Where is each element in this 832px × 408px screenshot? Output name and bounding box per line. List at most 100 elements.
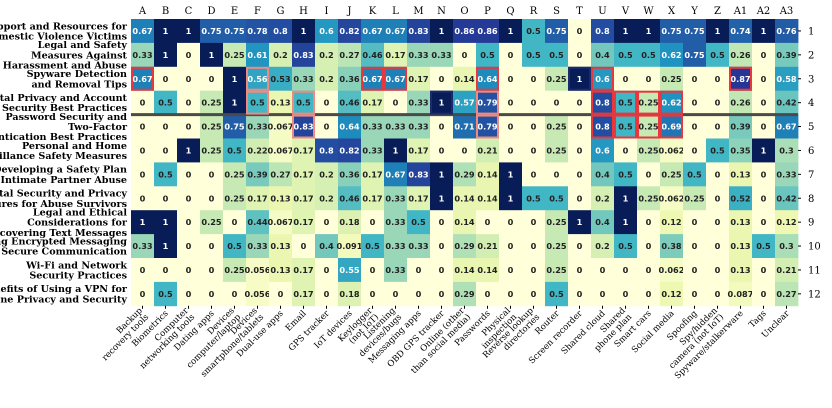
cell-value-label: 1	[393, 145, 399, 155]
heatmap-cell	[706, 66, 730, 92]
row-number: 8	[808, 194, 814, 205]
cell-value-label: 0.6	[595, 74, 610, 84]
heatmap-cell	[407, 19, 431, 44]
heatmap-cell	[246, 210, 270, 235]
cell-value-label: 1	[761, 145, 767, 155]
row-label-line: Spyware Detection	[27, 69, 127, 80]
cell-value-label: 0.17	[408, 193, 429, 203]
heatmap-cell	[269, 90, 293, 115]
heatmap-cell	[591, 281, 615, 307]
cell-value-label: 0.25	[546, 217, 567, 227]
heatmap-cell	[660, 42, 684, 68]
cell-value-label: 0.25	[546, 122, 567, 132]
cell-value-label: 0	[324, 265, 330, 275]
heatmap-cell	[614, 114, 638, 139]
heatmap-cell	[683, 66, 707, 92]
cell-value-label: 0	[577, 26, 583, 36]
cell-value-label: 0	[531, 74, 537, 84]
cell-value-label: 0.25	[546, 145, 567, 155]
heatmap-cell	[499, 90, 523, 115]
heatmap-cell	[637, 281, 661, 307]
cell-value-label: 0.13	[730, 169, 751, 179]
cell-value-label: 0.17	[293, 169, 314, 179]
cell-value-label: 0.5	[618, 169, 633, 179]
cell-value-label: 0.5	[526, 193, 541, 203]
cell-value-label: 0.33	[408, 241, 429, 251]
cell-value-label: 0.8	[595, 122, 610, 132]
cell-value-label: 0	[324, 98, 330, 108]
heatmap-cell	[752, 66, 776, 92]
cell-value-label: 0	[209, 169, 215, 179]
cell-value-label: 1	[623, 26, 629, 36]
heatmap-cell	[775, 90, 799, 115]
heatmap-cell	[407, 42, 431, 68]
row-label-line: Domestic Violence Victims	[0, 31, 127, 42]
cell-value-label: 0.5	[411, 217, 426, 227]
heatmap-cell	[177, 258, 201, 283]
heatmap-cell	[269, 138, 293, 163]
cell-value-label: 0	[761, 289, 767, 299]
cell-value-label: 0.8	[595, 26, 610, 36]
heatmap-cell	[729, 186, 753, 211]
heatmap-cell	[246, 281, 270, 307]
cell-value-label: 0.33	[362, 145, 383, 155]
heatmap-cell	[177, 90, 201, 115]
row-label-line: Considerations for	[27, 218, 128, 229]
cell-value-label: 0.33	[385, 193, 406, 203]
heatmap-cell	[660, 66, 684, 92]
heatmap-cell	[775, 234, 799, 259]
cell-value-label: 0	[761, 122, 767, 132]
heatmap-cell	[131, 258, 155, 283]
row-number: 7	[808, 170, 814, 181]
row-number: 5	[808, 122, 814, 133]
cell-value-label: 0	[531, 145, 537, 155]
heatmap-cell	[499, 210, 523, 235]
row-label-line: Apps for Secure Communication	[0, 247, 127, 258]
row-number: 11	[808, 265, 821, 276]
cell-value-label: 0.33	[385, 241, 406, 251]
cell-value-label: 0	[485, 289, 491, 299]
cell-value-label: 0.5	[526, 26, 541, 36]
cell-value-label: 0	[715, 217, 721, 227]
heatmap-cell	[522, 66, 546, 92]
cell-value-label: 1	[577, 74, 583, 84]
heatmap-cell	[752, 42, 776, 68]
cell-value-label: 0	[508, 50, 514, 60]
heatmap-cell	[660, 162, 684, 187]
heatmap-cell	[131, 210, 155, 235]
heatmap-cell	[154, 186, 178, 211]
cell-value-label: 0.5	[158, 169, 173, 179]
heatmap-cell	[154, 42, 178, 68]
heatmap-cell	[269, 234, 293, 259]
heatmap-cell	[361, 90, 385, 115]
heatmap-cell	[246, 234, 270, 259]
heatmap-cell	[384, 234, 408, 259]
cell-value-label: 0.39	[730, 122, 751, 132]
column-letter: K	[369, 6, 377, 17]
heatmap-cell	[706, 19, 730, 44]
cell-value-label: 0	[439, 289, 445, 299]
heatmap-cell	[131, 114, 155, 139]
heatmap-cell	[246, 19, 270, 44]
row-number: 4	[808, 98, 814, 109]
cell-value-label: 0.17	[293, 265, 314, 275]
column-letter: Z	[714, 6, 721, 17]
heatmap-cell	[706, 90, 730, 115]
heatmap-cell	[200, 210, 224, 235]
cell-value-label: 0.62	[661, 98, 681, 108]
heatmap-cell	[522, 90, 546, 115]
row-label: Password Security andTwo-FactorAuthentic…	[0, 112, 128, 143]
cell-value-label: 0	[508, 289, 514, 299]
heatmap-cell	[223, 114, 247, 139]
heatmap-cell	[729, 114, 753, 139]
heatmap-cell	[568, 162, 592, 187]
heatmap-cell	[223, 186, 247, 211]
cell-value-label: 0	[324, 122, 330, 132]
heatmap-cell	[614, 42, 638, 68]
heatmap-cell	[476, 258, 500, 283]
heatmap-cell	[637, 186, 661, 211]
heatmap-cell	[407, 234, 431, 259]
heatmap-cell	[315, 258, 339, 283]
cell-value-label: 0.27	[270, 169, 291, 179]
heatmap-cell	[154, 162, 178, 187]
